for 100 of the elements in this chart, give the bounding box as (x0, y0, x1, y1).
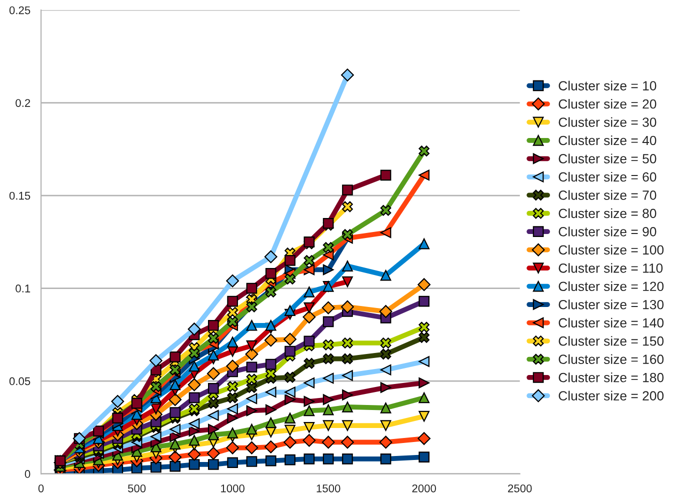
point (170, 431, 181, 442)
point (265, 268, 276, 279)
point (170, 460, 181, 472)
point (380, 270, 392, 281)
point (208, 459, 219, 470)
point (150, 462, 162, 473)
point (341, 300, 354, 314)
point (304, 422, 315, 433)
point (322, 264, 334, 276)
point (168, 450, 182, 464)
point (227, 428, 238, 438)
point (304, 454, 315, 464)
legend-label: Cluster size = 90 (558, 226, 656, 236)
point (418, 377, 430, 388)
point (227, 296, 238, 307)
point (322, 420, 334, 431)
point (188, 448, 201, 461)
x-tick-label: 2500 (508, 484, 532, 492)
point (208, 410, 219, 421)
point (284, 412, 296, 424)
point (227, 381, 238, 392)
point (322, 404, 334, 416)
point (208, 398, 219, 409)
legend-label: Cluster size = 160 (558, 354, 664, 364)
legend-label: Cluster size = 60 (558, 172, 656, 182)
point (418, 452, 430, 462)
legend-label: Cluster size = 30 (558, 117, 656, 127)
point (264, 334, 278, 347)
point (246, 456, 258, 467)
point (188, 426, 200, 437)
point (245, 441, 258, 454)
point (380, 454, 392, 464)
legend-label: Cluster size = 100 (558, 244, 664, 255)
point (380, 204, 392, 216)
point (342, 402, 353, 412)
point (227, 403, 238, 414)
point (342, 390, 353, 400)
y-tick-label: 0.25 (9, 6, 30, 14)
point (418, 392, 430, 404)
point (170, 438, 181, 450)
x-tick-label: 1500 (316, 484, 340, 492)
point (265, 358, 276, 370)
legend-label: Cluster size = 10 (558, 80, 656, 90)
point (227, 316, 238, 328)
point (284, 424, 296, 436)
point (379, 305, 392, 318)
point (304, 336, 315, 347)
x-tick-label: 0 (38, 484, 44, 492)
point (302, 434, 316, 447)
point (418, 278, 431, 292)
point (322, 301, 335, 314)
point (170, 407, 181, 418)
point (265, 417, 276, 428)
point (304, 405, 315, 416)
point (418, 238, 430, 250)
point (418, 322, 430, 333)
point (284, 454, 296, 466)
point (227, 457, 238, 468)
point (226, 360, 240, 373)
legend-label: Cluster size = 110 (558, 263, 663, 273)
point (322, 316, 334, 328)
point (380, 364, 392, 376)
point (208, 350, 219, 360)
legend-label: Cluster size = 50 (558, 154, 656, 164)
point (322, 242, 334, 253)
point (265, 368, 276, 380)
point (380, 348, 392, 360)
point (284, 394, 296, 405)
point (246, 320, 258, 331)
point (188, 459, 200, 470)
point (380, 402, 392, 414)
point (379, 436, 392, 449)
point (150, 354, 162, 368)
x-tick-label: 500 (128, 484, 146, 492)
point (342, 420, 353, 431)
point (188, 360, 200, 372)
point (206, 367, 220, 380)
legend-label: Cluster size = 120 (558, 281, 664, 292)
point (304, 377, 315, 388)
point (322, 394, 334, 405)
point (380, 382, 392, 393)
legend-label: Cluster size = 40 (558, 135, 656, 146)
point (246, 282, 258, 294)
point (284, 372, 296, 383)
point (226, 274, 240, 288)
point (188, 392, 200, 404)
point (111, 394, 124, 408)
point (322, 339, 334, 350)
point (246, 340, 258, 352)
point (342, 353, 353, 364)
point (342, 370, 353, 381)
y-tick-label: 0.1 (16, 284, 30, 292)
x-tick-label: 2000 (412, 484, 436, 492)
point (342, 276, 353, 288)
point (226, 441, 240, 454)
point (342, 454, 353, 464)
point (284, 255, 296, 266)
legend-label: Cluster size = 150 (558, 336, 664, 346)
point (418, 146, 430, 156)
point (322, 372, 334, 384)
